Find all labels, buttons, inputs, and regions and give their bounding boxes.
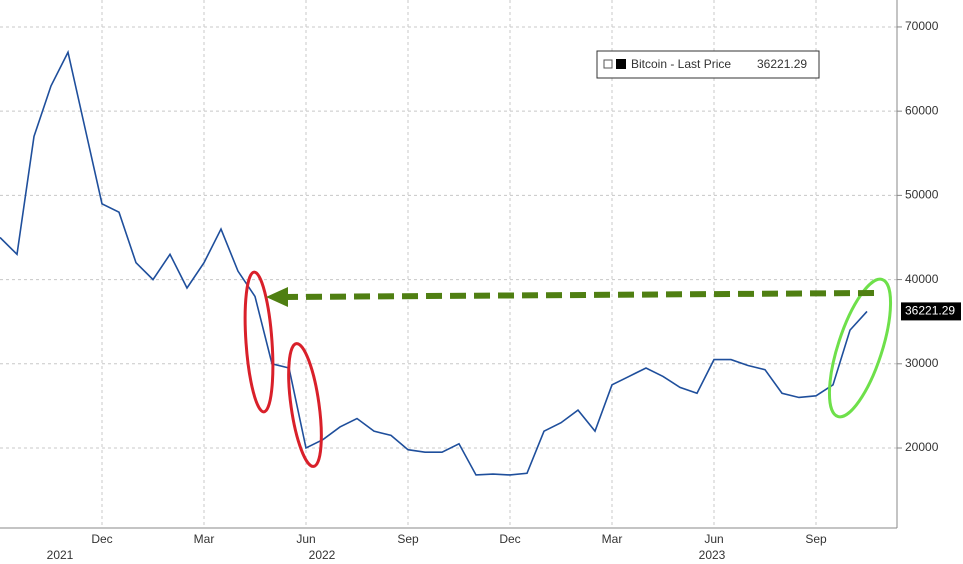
x-tick-label: Jun: [296, 532, 315, 546]
last-price-box: [901, 302, 961, 321]
last-price-label: 36221.29: [905, 304, 955, 318]
red-oval: [243, 270, 275, 414]
legend-box: [596, 50, 820, 79]
y-tick-label: 20000: [905, 440, 939, 454]
marks: [0, 49, 868, 476]
x-tick-label: Mar: [194, 532, 215, 546]
x-tick-label: Dec: [91, 532, 112, 546]
annotations: [243, 270, 893, 468]
y-tick-label: 50000: [905, 188, 939, 202]
arrow-head: [266, 287, 288, 307]
legend-value: 36221.29: [757, 57, 807, 71]
legend: Bitcoin - Last Price 36221.29: [596, 50, 820, 79]
x-tick-label: Sep: [805, 532, 827, 546]
x-tick-label: Mar: [602, 532, 623, 546]
legend-icon: [603, 59, 613, 69]
red-oval: [287, 342, 323, 468]
legend-label: Bitcoin - Last Price: [631, 57, 731, 71]
dashed-arrow: [284, 290, 875, 300]
y-tick-label: 40000: [905, 272, 939, 286]
y-tick-label: 70000: [905, 19, 939, 33]
year-label: 2023: [699, 548, 726, 562]
y-tick-label: 60000: [905, 103, 939, 117]
x-tick-label: Jun: [704, 532, 723, 546]
x-tick-label: Dec: [499, 532, 520, 546]
x-tick-label: Sep: [397, 532, 419, 546]
price-line: [0, 49, 868, 476]
green-oval: [827, 277, 893, 419]
year-label: 2022: [309, 548, 336, 562]
legend-swatch: [616, 59, 626, 69]
y-tick-label: 30000: [905, 356, 939, 370]
year-label: 2021: [47, 548, 74, 562]
